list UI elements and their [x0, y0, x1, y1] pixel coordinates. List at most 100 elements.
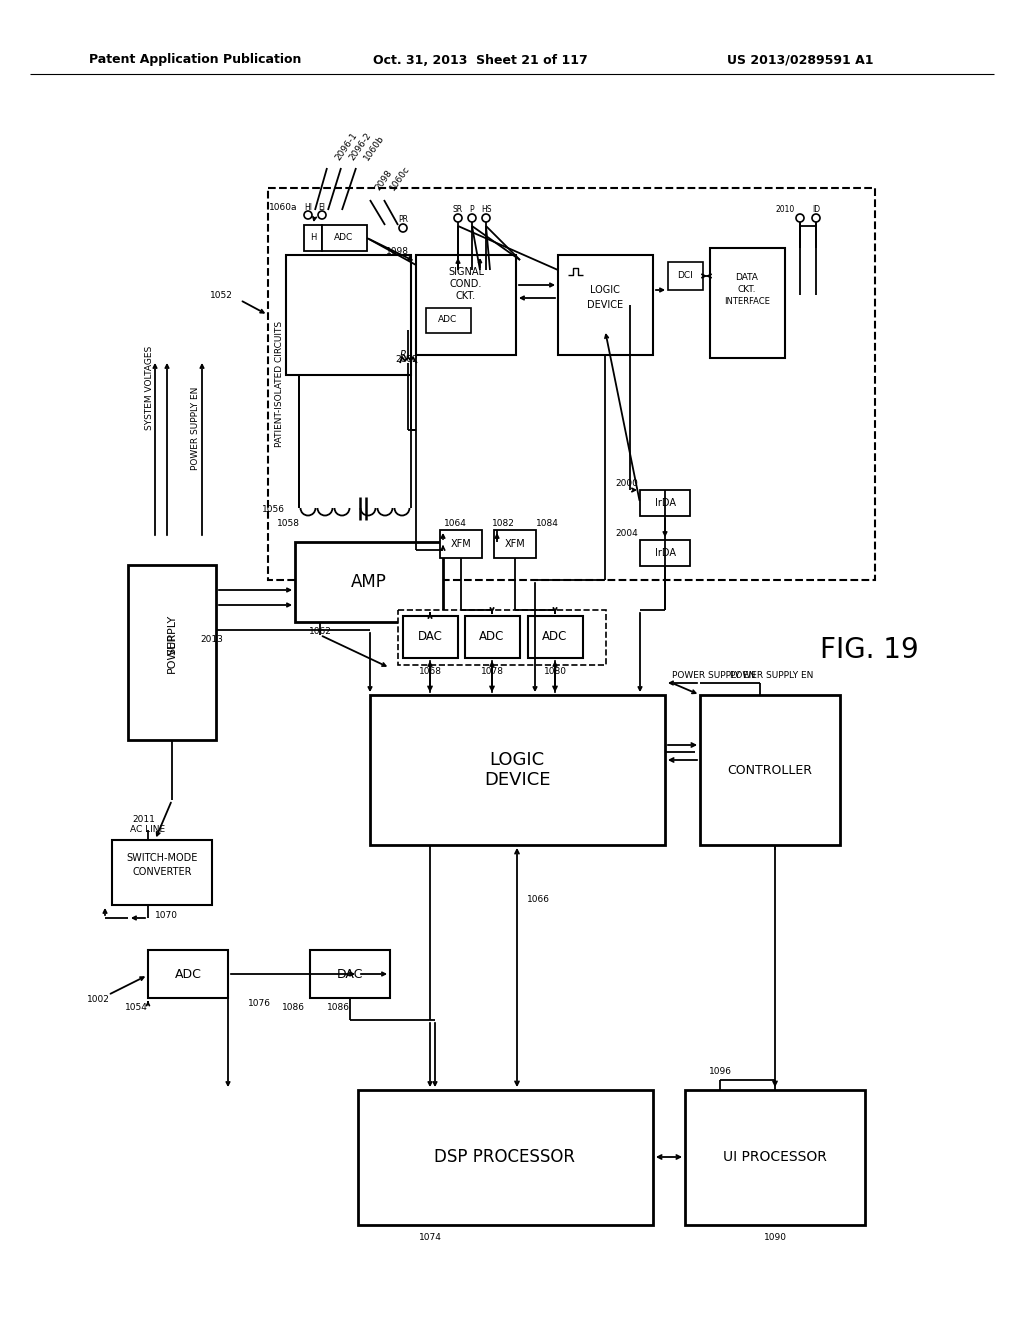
Bar	[148, 950, 228, 998]
Bar	[426, 308, 471, 333]
Bar	[112, 840, 212, 906]
Bar	[358, 1090, 653, 1225]
Text: AC LINE: AC LINE	[130, 825, 166, 834]
Bar	[640, 490, 690, 516]
Text: DAC: DAC	[418, 631, 442, 644]
Text: $R_s$: $R_s$	[399, 348, 411, 362]
Text: POWER SUPPLY EN: POWER SUPPLY EN	[730, 672, 813, 681]
Text: 2013: 2013	[200, 635, 223, 644]
Text: AMP: AMP	[351, 573, 387, 591]
Bar	[286, 255, 411, 375]
Text: 1058: 1058	[278, 519, 300, 528]
Text: 1078: 1078	[480, 668, 504, 676]
Text: 1060a: 1060a	[268, 202, 297, 211]
Text: 2002: 2002	[395, 355, 418, 364]
Bar	[528, 616, 583, 657]
Text: US 2013/0289591 A1: US 2013/0289591 A1	[727, 54, 873, 66]
Text: 1062: 1062	[308, 627, 332, 636]
Text: INTERFACE: INTERFACE	[724, 297, 770, 306]
Bar	[416, 255, 516, 355]
Text: SR: SR	[453, 205, 463, 214]
Text: 2098: 2098	[374, 168, 394, 191]
Text: 1082: 1082	[492, 520, 514, 528]
Bar	[310, 950, 390, 998]
Text: 1086: 1086	[327, 1002, 349, 1011]
Text: 2004: 2004	[615, 529, 638, 539]
Text: LOGIC: LOGIC	[590, 285, 620, 294]
Text: DEVICE: DEVICE	[587, 300, 623, 310]
Text: 2096-1: 2096-1	[334, 131, 359, 162]
Bar	[558, 255, 653, 355]
Text: IrDA: IrDA	[654, 498, 676, 508]
Text: 1096: 1096	[709, 1068, 731, 1077]
Text: FIG. 19: FIG. 19	[820, 636, 919, 664]
Text: ADC: ADC	[479, 631, 505, 644]
Text: ADC: ADC	[335, 234, 353, 243]
Bar	[128, 565, 216, 741]
Text: COND.: COND.	[450, 279, 482, 289]
Text: 1068: 1068	[419, 668, 441, 676]
Text: 1086: 1086	[282, 1003, 305, 1012]
Text: 1070: 1070	[155, 911, 178, 920]
Text: SWITCH-MODE: SWITCH-MODE	[126, 853, 198, 863]
Text: ADC: ADC	[438, 315, 458, 325]
Text: 2000: 2000	[615, 479, 638, 488]
Text: 1064: 1064	[443, 520, 467, 528]
Bar	[370, 696, 665, 845]
Text: ID: ID	[812, 205, 820, 214]
Text: ADC: ADC	[174, 968, 202, 981]
Text: 1098: 1098	[385, 248, 409, 256]
Text: CKT.: CKT.	[737, 285, 757, 294]
Bar	[668, 261, 703, 290]
Text: 1084: 1084	[536, 520, 558, 528]
Bar	[640, 540, 690, 566]
Bar	[295, 543, 443, 622]
Text: 1076: 1076	[248, 999, 271, 1008]
Text: DCI: DCI	[677, 272, 693, 281]
Bar	[322, 224, 367, 251]
Text: 2010: 2010	[776, 205, 795, 214]
Text: 1074: 1074	[419, 1233, 441, 1242]
Text: POWER SUPPLY EN: POWER SUPPLY EN	[190, 387, 200, 470]
Bar	[398, 610, 606, 665]
Text: HS: HS	[480, 205, 492, 214]
Text: 1090: 1090	[764, 1233, 786, 1242]
Text: SUPPLY: SUPPLY	[167, 615, 177, 655]
Text: DEVICE: DEVICE	[483, 771, 550, 789]
Bar	[710, 248, 785, 358]
Text: Oct. 31, 2013  Sheet 21 of 117: Oct. 31, 2013 Sheet 21 of 117	[373, 54, 588, 66]
Text: 2011: 2011	[132, 816, 155, 825]
Text: UI PROCESSOR: UI PROCESSOR	[723, 1150, 827, 1164]
Bar	[403, 616, 458, 657]
Text: EI: EI	[318, 203, 326, 213]
Text: HI: HI	[304, 203, 312, 213]
Text: 1052: 1052	[210, 290, 233, 300]
Bar	[494, 531, 536, 558]
Text: 1066: 1066	[527, 895, 550, 904]
Bar	[700, 696, 840, 845]
Text: 1054: 1054	[125, 1003, 148, 1012]
Text: 1056: 1056	[262, 506, 285, 515]
Text: 1060b: 1060b	[362, 133, 386, 162]
Text: DATA: DATA	[735, 273, 759, 282]
Text: CKT.: CKT.	[456, 290, 476, 301]
Text: CONVERTER: CONVERTER	[132, 867, 191, 876]
Text: PATIENT-ISOLATED CIRCUITS: PATIENT-ISOLATED CIRCUITS	[275, 321, 285, 447]
Text: PR: PR	[398, 215, 408, 224]
Text: DAC: DAC	[337, 968, 364, 981]
Text: 1002: 1002	[87, 995, 110, 1005]
Text: SYSTEM VOLTAGES: SYSTEM VOLTAGES	[145, 346, 155, 430]
Text: 1060c: 1060c	[388, 164, 412, 191]
Text: Patent Application Publication: Patent Application Publication	[89, 54, 301, 66]
Text: CONTROLLER: CONTROLLER	[727, 763, 812, 776]
Text: DSP PROCESSOR: DSP PROCESSOR	[434, 1148, 575, 1166]
Bar	[440, 531, 482, 558]
Text: LOGIC: LOGIC	[489, 751, 545, 770]
Text: H: H	[310, 234, 316, 243]
Bar	[268, 187, 874, 579]
Bar	[685, 1090, 865, 1225]
Text: XFM: XFM	[451, 539, 471, 549]
Bar	[465, 616, 520, 657]
Text: SIGNAL: SIGNAL	[449, 267, 484, 277]
Text: POWER: POWER	[167, 631, 177, 673]
